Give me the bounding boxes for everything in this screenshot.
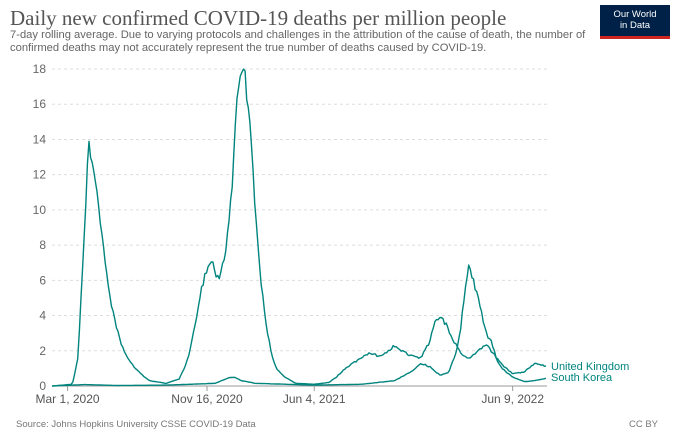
chart-title: Daily new confirmed COVID-19 deaths per …	[10, 6, 507, 30]
x-tick-label-1: Nov 16, 2020	[171, 392, 243, 406]
series-label-south-korea: South Korea	[551, 372, 613, 384]
x-tick-label-2: Jun 4, 2021	[283, 392, 346, 406]
y-tick-label-0: 0	[39, 379, 46, 393]
x-tick-label-3: Jun 9, 2022	[481, 392, 544, 406]
logo-line-2: in Data	[619, 20, 651, 31]
y-tick-label-16: 16	[33, 97, 47, 111]
logo-line-1: Our World	[613, 9, 657, 20]
y-tick-label-6: 6	[39, 273, 46, 287]
x-tick-label-0: Mar 1, 2020	[36, 392, 100, 406]
y-tick-label-10: 10	[33, 203, 47, 217]
y-tick-label-2: 2	[39, 344, 46, 358]
y-tick-label-8: 8	[39, 238, 46, 252]
source-note: Source: Johns Hopkins University CSSE CO…	[16, 419, 256, 430]
y-tick-label-14: 14	[33, 132, 47, 146]
y-tick-label-4: 4	[39, 309, 46, 323]
license-link[interactable]: CC BY	[628, 419, 658, 430]
series-line-south-korea	[51, 264, 547, 387]
y-tick-label-18: 18	[33, 62, 47, 76]
owid-logo[interactable]: Our World in Data	[600, 5, 670, 39]
series-line-united-kingdom	[51, 68, 547, 387]
series-label-united-kingdom: United Kingdom	[551, 361, 629, 373]
chart-subtitle: 7-day rolling average. Due to varying pr…	[10, 29, 586, 54]
y-tick-label-12: 12	[33, 168, 47, 182]
